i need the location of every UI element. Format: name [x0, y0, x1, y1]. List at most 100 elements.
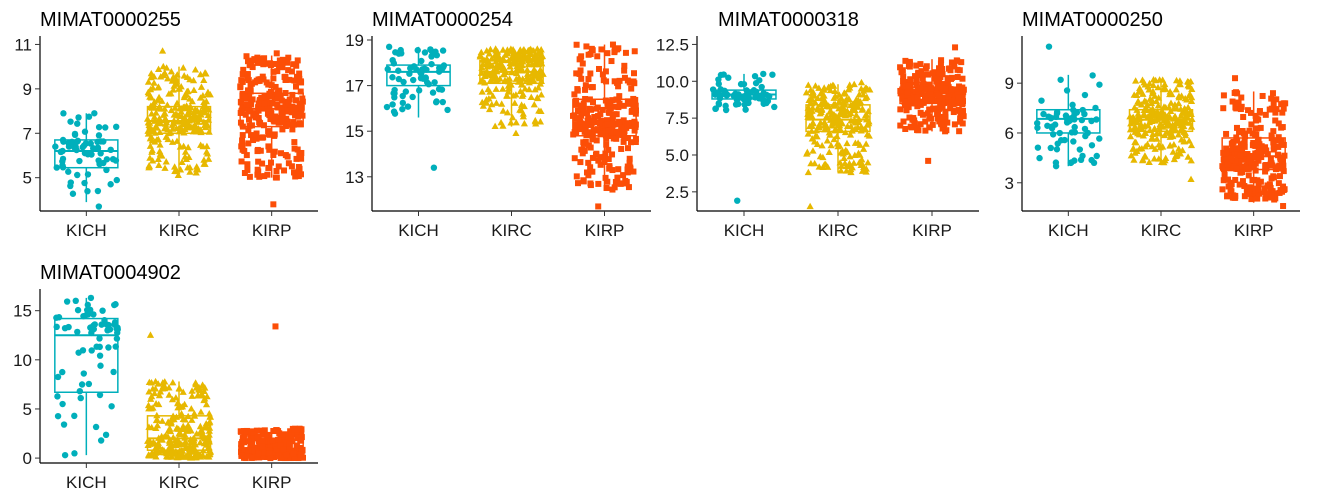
data-point [571, 91, 578, 98]
data-point [152, 400, 160, 407]
data-point [1130, 91, 1138, 98]
data-point [943, 127, 950, 134]
data-point [1078, 116, 1086, 124]
data-point [188, 97, 196, 105]
data-point [919, 98, 926, 105]
data-point [1273, 96, 1280, 103]
points-kirp [1219, 75, 1289, 210]
data-point [1178, 109, 1186, 116]
data-point [912, 73, 919, 80]
data-point [575, 180, 582, 187]
data-point [1245, 189, 1252, 196]
data-point [156, 388, 165, 395]
data-point [484, 85, 492, 93]
data-point [61, 451, 69, 459]
data-point [238, 452, 245, 459]
data-point [201, 102, 209, 109]
data-point [290, 450, 297, 457]
data-point [248, 122, 255, 129]
data-point [804, 130, 812, 137]
data-point [430, 164, 438, 171]
data-point [279, 64, 286, 71]
data-point [279, 56, 286, 63]
data-point [1068, 129, 1076, 136]
data-point [157, 119, 165, 127]
data-point [907, 123, 914, 130]
data-point [574, 107, 581, 114]
data-point [205, 155, 213, 162]
data-point [240, 66, 247, 73]
data-point [239, 132, 246, 139]
data-point [585, 129, 592, 136]
data-point [254, 171, 261, 178]
data-point [90, 311, 97, 318]
data-point [516, 87, 525, 95]
data-point [517, 81, 526, 88]
data-point [741, 101, 748, 108]
data-point [820, 96, 829, 104]
data-point [925, 157, 932, 164]
data-point [760, 70, 767, 78]
data-point [202, 97, 211, 105]
data-point [1173, 105, 1181, 112]
x-tick-label: KIRP [585, 221, 625, 240]
data-point [1047, 115, 1055, 122]
data-point [1053, 108, 1061, 116]
data-point [1248, 185, 1255, 192]
data-point [624, 145, 631, 152]
data-point [240, 104, 247, 111]
data-point [905, 82, 912, 89]
data-point [1233, 134, 1240, 141]
panel-title: MIMAT0000255 [40, 9, 181, 31]
data-point [1171, 152, 1180, 160]
data-point [1089, 72, 1096, 79]
data-point [900, 118, 907, 125]
data-point [249, 96, 256, 103]
data-point [858, 159, 866, 166]
data-point [151, 117, 159, 124]
data-point [808, 135, 816, 142]
data-point [629, 100, 636, 107]
data-point [270, 201, 277, 208]
data-point [1257, 124, 1264, 131]
data-point [267, 455, 274, 462]
data-point [255, 107, 262, 114]
data-point [507, 46, 515, 53]
data-point [595, 180, 602, 187]
data-point [1172, 85, 1180, 93]
data-point [88, 347, 95, 354]
data-point [161, 120, 170, 127]
data-point [620, 102, 627, 109]
data-point [810, 92, 819, 99]
data-point [97, 150, 104, 157]
data-point [173, 99, 181, 106]
data-point [851, 139, 859, 146]
data-point [179, 388, 187, 395]
data-point [1047, 144, 1054, 152]
data-point [1149, 87, 1157, 95]
series-kirp [1219, 75, 1289, 210]
data-point [286, 96, 293, 103]
data-point [256, 119, 263, 126]
series-kirp [237, 50, 306, 208]
data-point [100, 138, 107, 145]
data-point [740, 96, 748, 103]
data-point [95, 123, 103, 131]
data-point [504, 88, 512, 95]
data-point [620, 138, 627, 145]
y-tick-label: 10 [13, 351, 32, 370]
data-point [290, 169, 297, 176]
x-tick-label: KICH [1048, 221, 1089, 240]
data-point [191, 66, 200, 73]
data-point [950, 109, 957, 116]
data-point [955, 87, 962, 94]
data-point [290, 61, 297, 68]
data-point [184, 143, 192, 151]
data-point [533, 45, 541, 52]
data-point [439, 47, 447, 54]
data-point [206, 413, 215, 420]
data-point [485, 105, 494, 113]
data-point [286, 121, 293, 128]
data-point [202, 400, 211, 408]
data-point [942, 114, 949, 121]
